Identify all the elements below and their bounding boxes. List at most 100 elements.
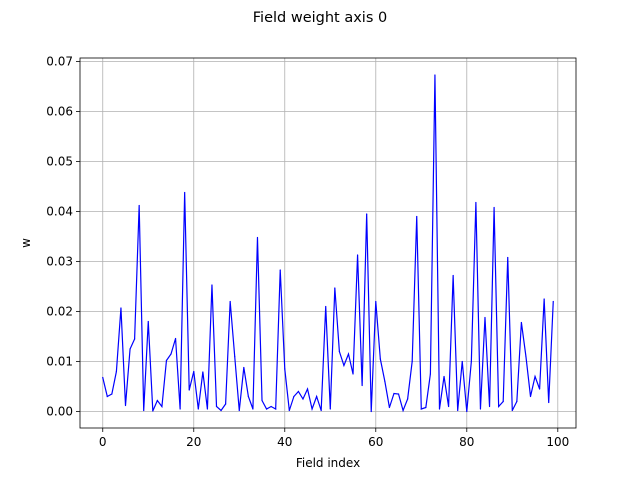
y-tick-label: 0.07	[46, 55, 73, 69]
data-point	[543, 298, 545, 300]
data-point	[316, 395, 318, 398]
data-point	[170, 353, 172, 355]
x-tick-label: 60	[368, 435, 383, 449]
data-point	[420, 408, 422, 410]
data-point	[225, 403, 227, 405]
data-point	[197, 408, 199, 410]
y-axis-ticks: 0.00 0.01 0.02 0.03 0.04 0.05 0.06 0.07	[46, 55, 80, 419]
y-tick-label: 0.06	[46, 105, 73, 119]
data-point	[425, 406, 427, 409]
data-point	[411, 360, 413, 363]
data-point	[152, 410, 154, 412]
data-point	[143, 409, 145, 412]
data-point	[202, 371, 204, 373]
data-point	[438, 408, 441, 410]
data-point	[206, 408, 209, 410]
data-point	[174, 337, 177, 340]
data-point	[261, 399, 263, 402]
x-tick-label: 40	[277, 435, 292, 449]
data-point	[470, 360, 472, 363]
x-tick-label: 0	[99, 435, 107, 449]
data-point	[343, 364, 345, 367]
data-point	[188, 389, 190, 391]
data-point	[529, 395, 532, 398]
data-point	[429, 373, 431, 375]
data-point	[138, 204, 140, 207]
data-point	[347, 353, 350, 355]
data-point	[384, 380, 386, 383]
data-point	[334, 287, 336, 289]
x-axis-ticks: 0 20 40 60 80 100	[99, 428, 569, 449]
data-point	[106, 395, 108, 398]
data-point	[256, 236, 259, 239]
data-point	[466, 410, 468, 413]
data-point	[220, 409, 222, 412]
data-point	[461, 360, 463, 363]
data-point	[284, 368, 286, 370]
data-point	[111, 393, 113, 395]
data-point	[452, 274, 454, 277]
data-point	[516, 400, 518, 403]
series-line	[102, 74, 554, 413]
data-point	[407, 398, 409, 400]
data-point	[265, 408, 268, 410]
data-point	[493, 206, 495, 209]
data-point	[320, 409, 322, 412]
data-point	[366, 213, 368, 215]
data-point	[243, 366, 245, 369]
data-point	[238, 409, 240, 412]
data-point	[379, 358, 381, 360]
x-axis-label: Field index	[296, 456, 360, 470]
data-point	[416, 215, 418, 218]
data-point	[275, 408, 277, 410]
data-point	[498, 405, 500, 408]
data-point	[306, 388, 309, 390]
data-point	[302, 398, 304, 400]
data-point	[311, 408, 313, 410]
data-point	[402, 409, 404, 412]
data-point	[184, 191, 186, 194]
data-point	[507, 256, 509, 259]
data-point	[147, 320, 149, 323]
data-point	[534, 375, 536, 378]
data-point	[479, 408, 482, 410]
y-tick-label: 0.05	[46, 155, 73, 169]
x-tick-label: 80	[459, 435, 474, 449]
data-point	[161, 405, 163, 408]
data-point	[325, 305, 327, 308]
data-point	[552, 300, 554, 303]
data-point	[447, 405, 450, 408]
data-point	[211, 284, 213, 286]
y-tick-label: 0.02	[46, 305, 73, 319]
data-point	[229, 300, 231, 303]
data-point	[252, 408, 254, 410]
data-point	[270, 405, 272, 408]
data-point	[288, 409, 290, 412]
data-point	[539, 388, 541, 390]
data-point	[361, 384, 363, 387]
data-point	[443, 375, 445, 378]
data-point	[120, 307, 122, 309]
data-point	[193, 370, 195, 373]
data-point	[338, 350, 340, 353]
data-point	[457, 409, 459, 412]
data-point	[215, 405, 218, 408]
y-tick-label: 0.01	[46, 355, 73, 369]
data-point	[297, 390, 300, 393]
data-point	[484, 316, 486, 319]
plot-frame	[79, 57, 577, 429]
data-point	[179, 408, 181, 410]
data-point	[434, 74, 436, 76]
data-point	[375, 300, 377, 303]
data-point	[525, 355, 527, 358]
data-point	[397, 393, 400, 395]
x-tick-label: 100	[546, 435, 569, 449]
y-axis-label: w	[19, 238, 33, 248]
x-tick-label: 20	[186, 435, 201, 449]
data-point	[134, 338, 136, 340]
data-point	[548, 401, 550, 404]
data-point	[502, 400, 504, 403]
data-point	[329, 408, 331, 410]
data-point	[356, 254, 359, 256]
data-point	[234, 355, 236, 358]
